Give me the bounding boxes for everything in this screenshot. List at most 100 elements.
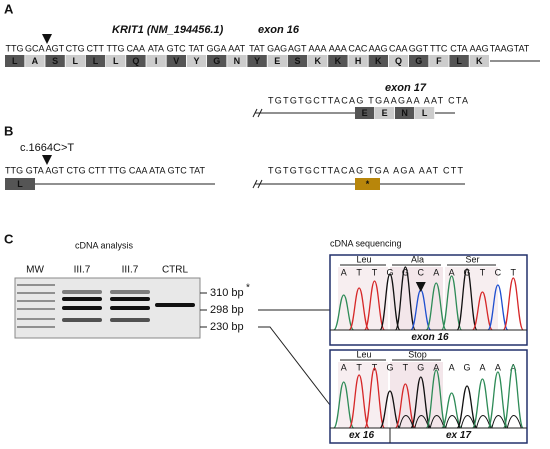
- peak: [471, 378, 494, 429]
- panel-label: B: [4, 123, 13, 138]
- codon: AAA: [329, 43, 347, 53]
- aa-box: [469, 55, 489, 67]
- aa-box: [355, 107, 375, 119]
- base: A: [341, 267, 347, 277]
- band: [110, 290, 150, 294]
- peak: [487, 371, 509, 429]
- residue: Ala: [411, 254, 424, 264]
- aa-label: K: [476, 56, 483, 66]
- codon: TAT: [249, 43, 265, 53]
- codon: AGT: [288, 43, 307, 53]
- codon: TAAGTAT: [490, 43, 530, 53]
- aa-box: [45, 55, 65, 67]
- band: [110, 297, 150, 301]
- aa-label: V: [173, 56, 179, 66]
- exon-title: exon 17: [385, 82, 427, 94]
- aa-label: K: [375, 56, 382, 66]
- gel-title: cDNA analysis: [75, 240, 134, 250]
- peak: [429, 415, 445, 429]
- peak: [502, 364, 524, 429]
- residue: Stop: [408, 349, 427, 359]
- base: C: [418, 267, 425, 277]
- peak: [471, 291, 494, 331]
- base: A: [433, 267, 439, 277]
- aa-label: I: [155, 56, 158, 66]
- aa-box: [25, 55, 45, 67]
- aa-box: [166, 55, 186, 67]
- peak: [475, 415, 491, 429]
- aa-label: L: [93, 56, 99, 66]
- aa-label: *: [366, 179, 370, 189]
- exon-label: ex 17: [446, 430, 471, 441]
- aa-label: G: [415, 56, 422, 66]
- aa-label: N: [401, 108, 408, 118]
- peak: [487, 284, 509, 331]
- exon-label: ex 16: [349, 430, 374, 441]
- aa-box: [5, 178, 35, 190]
- codon-tint: [338, 267, 388, 330]
- sequence: TGTGTGCTTACAG TGAAGAA AAT CTA: [268, 95, 468, 105]
- aa-label: Y: [193, 56, 199, 66]
- peak: [363, 367, 386, 429]
- aa-label: L: [12, 56, 18, 66]
- aa-label: E: [382, 108, 388, 118]
- base: T: [403, 362, 409, 372]
- codon: TTG: [6, 43, 24, 53]
- codon: GGT: [409, 43, 429, 53]
- peak: [333, 294, 355, 331]
- band: [62, 306, 102, 310]
- connector: [258, 326, 331, 406]
- aa-label: E: [362, 108, 368, 118]
- band: [62, 297, 102, 301]
- aa-box: [395, 107, 415, 119]
- peak: [363, 280, 386, 331]
- aa-box: [429, 55, 449, 67]
- codon: ATA: [148, 43, 164, 53]
- exon-title: exon 16: [258, 24, 300, 36]
- peak: [440, 275, 463, 331]
- arrow: [42, 34, 52, 44]
- residue: Ser: [465, 254, 479, 264]
- band-label: 298 bp: [210, 304, 244, 316]
- codon: AAT: [228, 43, 245, 53]
- codon: CTG: [66, 43, 85, 53]
- peak: [456, 268, 478, 331]
- codon: GAG: [267, 43, 287, 53]
- codon: TTC: [430, 43, 448, 53]
- aa-label: F: [436, 56, 442, 66]
- aa-box: [308, 55, 328, 67]
- seq-title: cDNA sequencing: [330, 238, 402, 248]
- peak: [440, 392, 463, 429]
- peak: [410, 376, 432, 429]
- aa-box: [267, 55, 287, 67]
- break: [252, 179, 263, 189]
- codon: CAC: [348, 43, 368, 53]
- aa-box: [207, 55, 227, 67]
- aa-box: [126, 55, 146, 67]
- codon: TTG: [107, 43, 125, 53]
- peak: [394, 266, 417, 331]
- lane-label: III.7: [122, 265, 139, 276]
- codon: AAA: [308, 43, 326, 53]
- aa-label: L: [113, 56, 119, 66]
- aa-label: Q: [395, 56, 402, 66]
- aa-box: [415, 107, 435, 119]
- band-mark: *: [246, 283, 250, 294]
- aa-label: S: [294, 56, 300, 66]
- base: G: [464, 362, 471, 372]
- aa-box: [227, 55, 247, 67]
- base: G: [402, 267, 409, 277]
- peak: [491, 415, 507, 429]
- codon: CTA: [450, 43, 467, 53]
- base: T: [356, 267, 362, 277]
- base: A: [449, 362, 455, 372]
- codon: AAG: [369, 43, 388, 53]
- base: A: [479, 362, 485, 372]
- residue: Leu: [356, 254, 371, 264]
- aa-label: E: [274, 56, 280, 66]
- band: [17, 318, 55, 320]
- peak: [348, 374, 370, 429]
- base: G: [386, 267, 393, 277]
- arrow: [415, 282, 426, 292]
- peak: [348, 287, 370, 331]
